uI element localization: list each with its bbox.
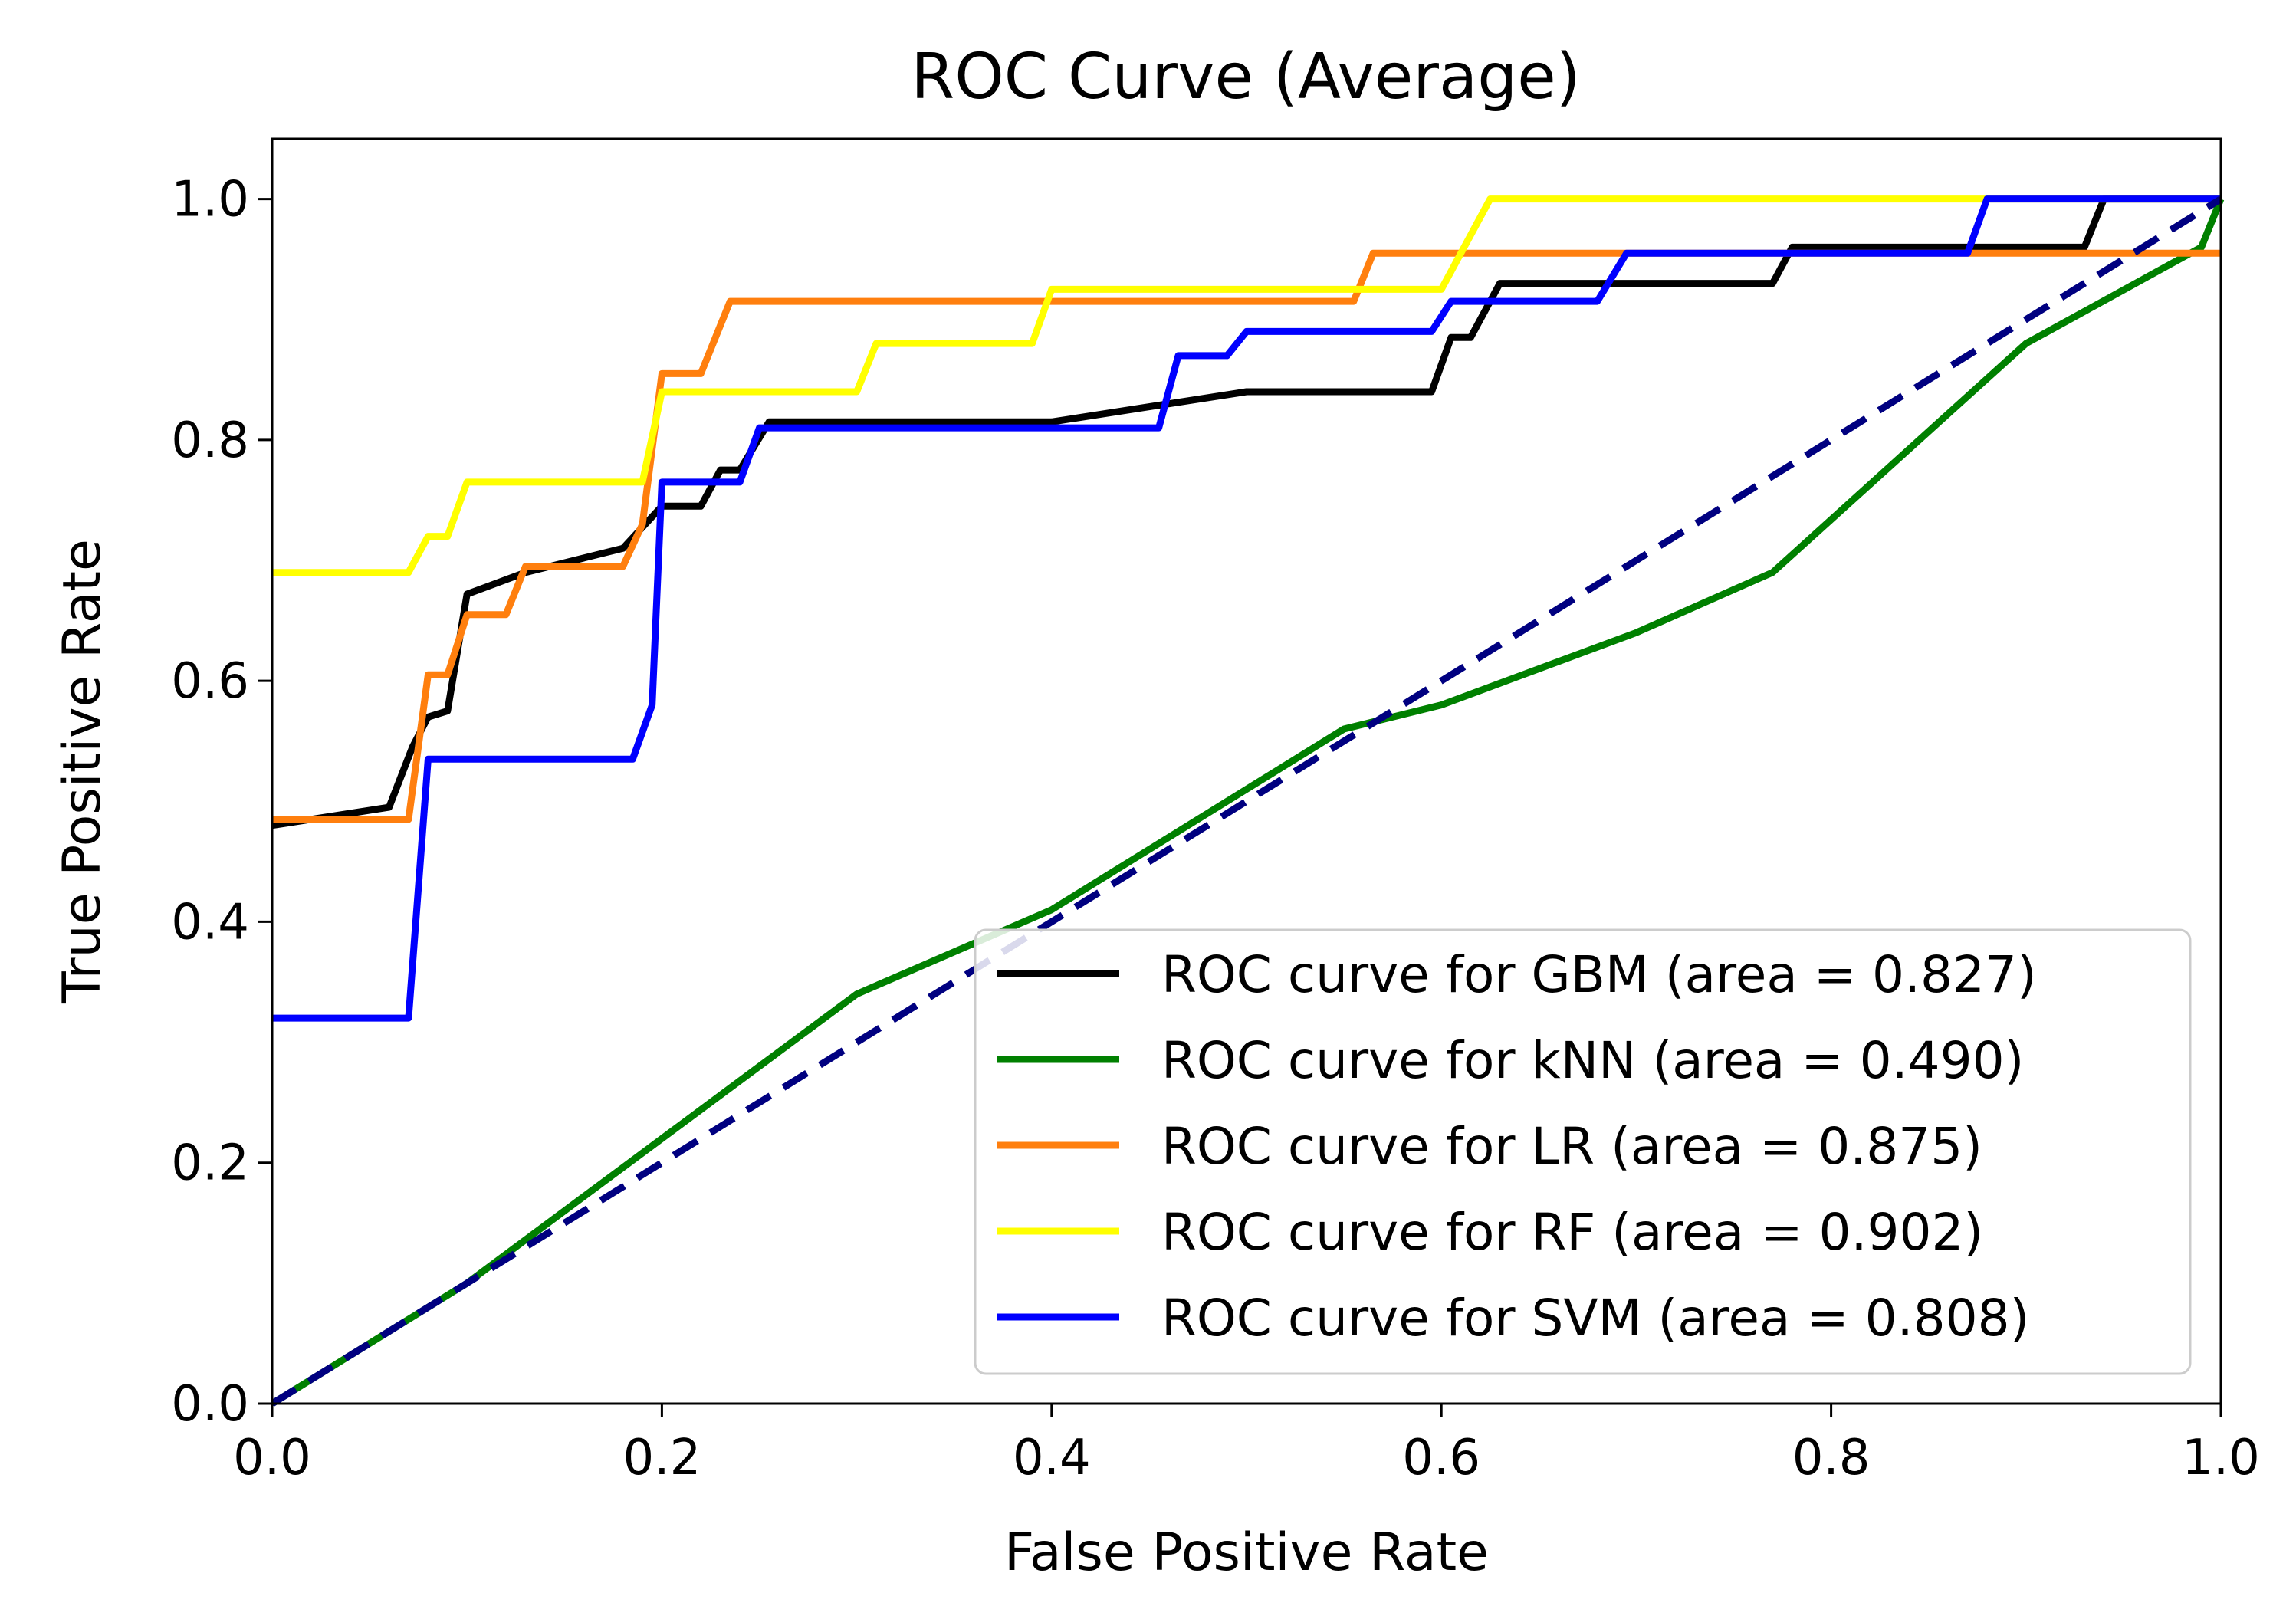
- y-axis: 0.0 0.2 0.4 0.6 0.8 1.0: [171, 172, 272, 1433]
- series-line-rf: [272, 195, 2221, 576]
- chance-diagonal-line: [270, 195, 2223, 1407]
- series-line-svm: [272, 195, 2221, 1022]
- x-tick-label: 0.2: [623, 1430, 701, 1486]
- plot-frame: [271, 137, 2222, 1405]
- chart-title: ROC Curve (Average): [911, 41, 1581, 113]
- x-tick-label: 0.8: [1792, 1430, 1871, 1486]
- y-tick-label: 0.4: [171, 894, 249, 951]
- legend: ROC curve for GBM (area = 0.827) ROC curv…: [974, 928, 2192, 1375]
- x-axis-label: False Positive Rate: [1004, 1522, 1489, 1583]
- y-tick-label: 0.6: [171, 653, 249, 710]
- legend-label-rf: ROC curve for RF (area = 0.902): [1161, 1203, 1983, 1262]
- x-tick-label: 0.6: [1402, 1430, 1480, 1486]
- plot-area: [270, 137, 2225, 1407]
- series-line-lr: [272, 249, 2221, 823]
- series-line-knn: [270, 197, 2225, 1407]
- x-axis: 0.0 0.2 0.4 0.6 0.8 1.0: [233, 1404, 2260, 1486]
- y-tick-label: 0.8: [171, 412, 249, 469]
- y-tick-label: 0.0: [171, 1376, 249, 1433]
- y-tick-label: 1.0: [171, 172, 249, 228]
- legend-box: [974, 928, 2192, 1375]
- series-layer: [270, 195, 2225, 1407]
- legend-label-knn: ROC curve for kNN (area = 0.490): [1161, 1031, 2024, 1090]
- x-tick-label: 0.0: [233, 1430, 311, 1486]
- legend-label-svm: ROC curve for SVM (area = 0.808): [1161, 1289, 2029, 1348]
- legend-label-lr: ROC curve for LR (area = 0.875): [1161, 1117, 1982, 1176]
- y-axis-label: True Positive Rate: [52, 539, 113, 1004]
- legend-label-gbm: ROC curve for GBM (area = 0.827): [1161, 945, 2037, 1004]
- x-tick-label: 1.0: [2182, 1430, 2260, 1486]
- y-tick-label: 0.2: [171, 1135, 249, 1192]
- x-tick-label: 0.4: [1013, 1430, 1091, 1486]
